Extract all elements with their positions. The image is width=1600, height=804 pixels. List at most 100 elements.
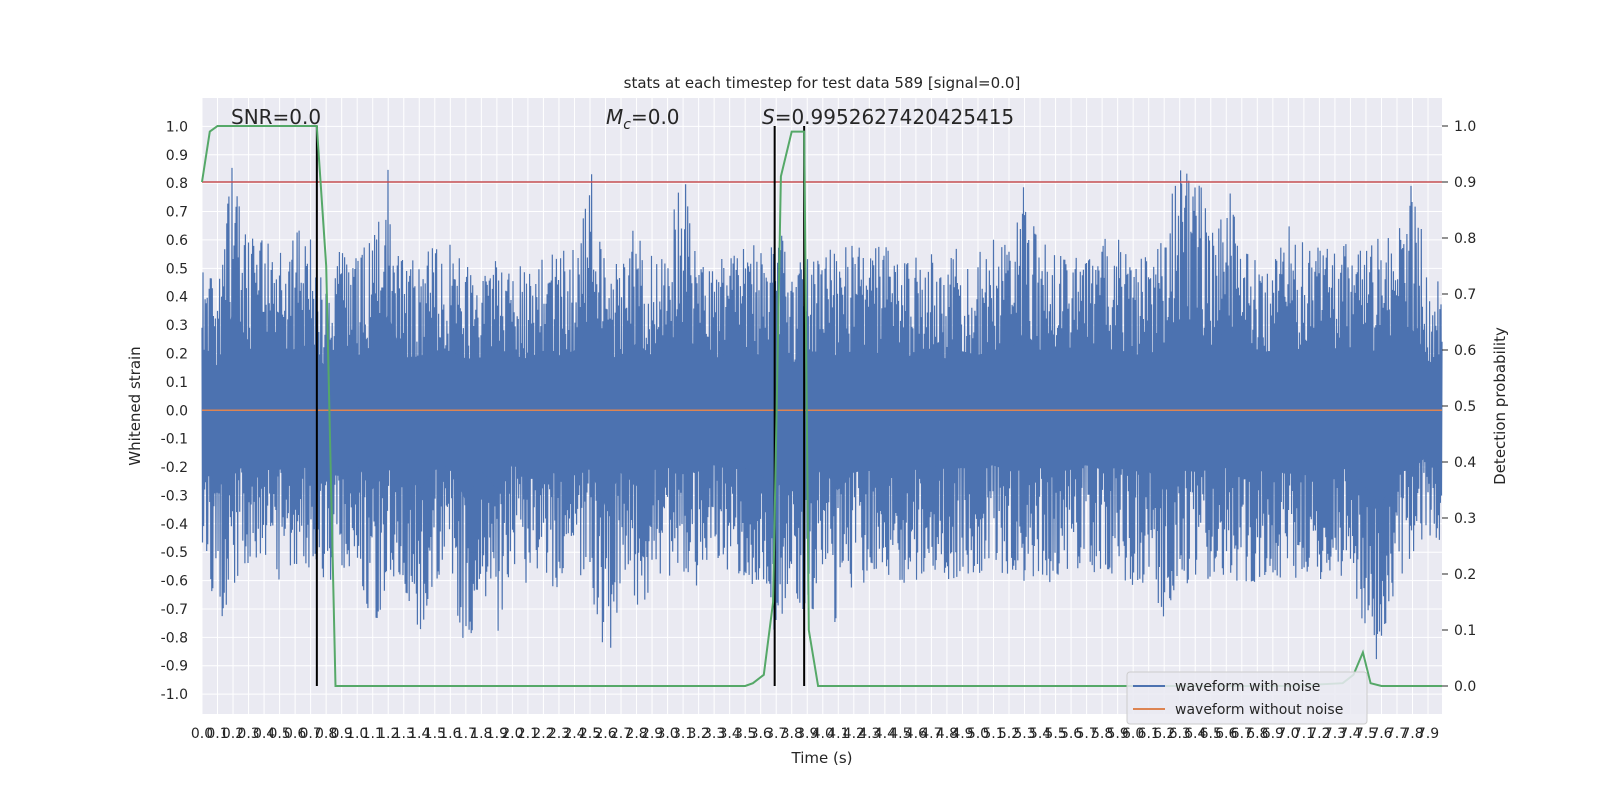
x-tick-label: 7.6: [1370, 726, 1392, 742]
y-tick-label: -0.5: [161, 545, 188, 561]
x-tick-label: 2.3: [548, 726, 570, 742]
x-tick-label: 7.1: [1293, 726, 1315, 742]
x-tick-label: 2.9: [641, 726, 663, 742]
x-tick-label: 3.7: [765, 726, 787, 742]
x-tick-label: 6.2: [1153, 726, 1175, 742]
y-tick-label: -0.2: [161, 460, 188, 476]
y-tick-label: -0.3: [161, 488, 188, 504]
x-tick-label: 5.7: [1075, 726, 1097, 742]
x-tick-label: 7.9: [1417, 726, 1439, 742]
x-tick-label: 0.8: [315, 726, 337, 742]
snr-annotation: SNR=0.0: [231, 105, 321, 129]
y-tick-label: -0.1: [161, 432, 188, 448]
legend: waveform with noise waveform without noi…: [1126, 671, 1368, 725]
x-tick-label: 2.8: [625, 726, 647, 742]
x-tick-label: 6.3: [1169, 726, 1191, 742]
x-tick-label: 5.5: [1044, 726, 1066, 742]
x-tick-label: 3.6: [750, 726, 772, 742]
x-tick-label: 4.7: [920, 726, 942, 742]
x-tick-label: 6.4: [1184, 726, 1206, 742]
x-tick-label: 4.9: [951, 726, 973, 742]
x-tick-label: 7.7: [1386, 726, 1408, 742]
x-tick-label: 2.4: [563, 726, 585, 742]
x-tick-label: 5.9: [1107, 726, 1129, 742]
y2-tick-label: 0.0: [1454, 679, 1476, 695]
y-axis-label: Whitened strain: [126, 346, 144, 465]
x-tick-label: 2.1: [517, 726, 539, 742]
y2-tick-label: 0.9: [1454, 175, 1476, 191]
x-tick-label: 7.3: [1324, 726, 1346, 742]
x-tick-label: 4.5: [889, 726, 911, 742]
x-tick-label: 0.3: [237, 726, 259, 742]
x-tick-label: 7.4: [1339, 726, 1361, 742]
x-tick-label: 1.3: [393, 726, 415, 742]
y2-tick-label: 0.1: [1454, 623, 1476, 639]
legend-label-waveform-without-noise: waveform without noise: [1175, 702, 1343, 718]
x-tick-label: 1.0: [346, 726, 368, 742]
x-tick-label: 5.3: [1013, 726, 1035, 742]
x-tick-label: 4.3: [858, 726, 880, 742]
x-tick-label: 3.2: [687, 726, 709, 742]
x-tick-label: 6.1: [1138, 726, 1160, 742]
x-tick-label: 0.2: [222, 726, 244, 742]
x-tick-label: 0.1: [206, 726, 228, 742]
x-tick-label: 7.5: [1355, 726, 1377, 742]
x-tick-label: 7.2: [1308, 726, 1330, 742]
x-tick-label: 5.8: [1091, 726, 1113, 742]
x-tick-label: 4.4: [874, 726, 896, 742]
x-tick-label: 4.0: [812, 726, 834, 742]
x-axis-label: Time (s): [791, 749, 853, 767]
x-tick-label: 1.4: [408, 726, 430, 742]
x-tick-label: 5.1: [982, 726, 1004, 742]
x-tick-label: 2.2: [532, 726, 554, 742]
x-tick-label: 2.5: [579, 726, 601, 742]
x-tick-label: 5.2: [998, 726, 1020, 742]
y-tick-label: -0.7: [161, 602, 188, 618]
x-tick-label: 4.6: [905, 726, 927, 742]
x-tick-label: 2.6: [594, 726, 616, 742]
legend-box: [1126, 671, 1368, 725]
x-tick-label: 3.9: [796, 726, 818, 742]
mc-subscript: c: [623, 117, 631, 133]
s-annotation: S=0.9952627420425415: [762, 105, 1014, 129]
y2-axis-label: Detection probability: [1491, 327, 1509, 485]
y-tick-label: 0.2: [166, 346, 188, 362]
x-tick-label: 3.3: [703, 726, 725, 742]
left-axis-ticks: 1.0 0.9 0.8 0.7 0.6 0.5 0.4 0.3 0.2 0.1 0.0 -0.1 -0.…: [161, 119, 188, 703]
x-tick-label: 1.7: [455, 726, 477, 742]
y-tick-label: 0.8: [166, 176, 188, 192]
y-tick-label: 0.3: [166, 318, 188, 334]
x-tick-label: 1.8: [470, 726, 492, 742]
x-tick-label: 6.0: [1122, 726, 1144, 742]
s-value: =0.9952627420425415: [775, 105, 1014, 129]
y-tick-label: -0.9: [161, 659, 188, 675]
x-tick-label: 5.0: [967, 726, 989, 742]
y-tick-label: 0.4: [166, 290, 188, 306]
y-tick-label: 0.7: [166, 205, 188, 221]
y2-tick-label: 0.5: [1454, 399, 1476, 415]
waveform-with-noise-path: [201, 167, 1443, 660]
x-tick-label: 1.2: [377, 726, 399, 742]
x-tick-label: 2.0: [501, 726, 523, 742]
x-tick-label: 6.6: [1215, 726, 1237, 742]
y-tick-label: 0.0: [166, 403, 188, 419]
y2-tick-label: 0.3: [1454, 511, 1476, 527]
x-tick-label: 6.9: [1262, 726, 1284, 742]
y2-tick-label: 0.8: [1454, 231, 1476, 247]
x-tick-label: 1.6: [439, 726, 461, 742]
legend-label-waveform-with-noise: waveform with noise: [1175, 679, 1320, 695]
y2-tick-label: 0.6: [1454, 343, 1476, 359]
right-axis-ticks: 1.0 0.9 0.8 0.7 0.6 0.5 0.4 0.3 0.2 0.1 0.0: [1442, 119, 1476, 695]
x-tick-label: 1.5: [424, 726, 446, 742]
x-tick-label: 0.0: [191, 726, 213, 742]
x-tick-label: 5.6: [1060, 726, 1082, 742]
waveform-core-band: [202, 311, 1442, 506]
x-tick-label: 4.1: [827, 726, 849, 742]
x-tick-label: 3.0: [656, 726, 678, 742]
x-tick-label: 1.9: [486, 726, 508, 742]
x-tick-label: 6.8: [1246, 726, 1268, 742]
x-tick-label: 2.7: [610, 726, 632, 742]
waveform-with-noise-series: [201, 167, 1443, 660]
x-tick-label: 0.4: [253, 726, 275, 742]
y-tick-label: -0.6: [161, 574, 188, 590]
